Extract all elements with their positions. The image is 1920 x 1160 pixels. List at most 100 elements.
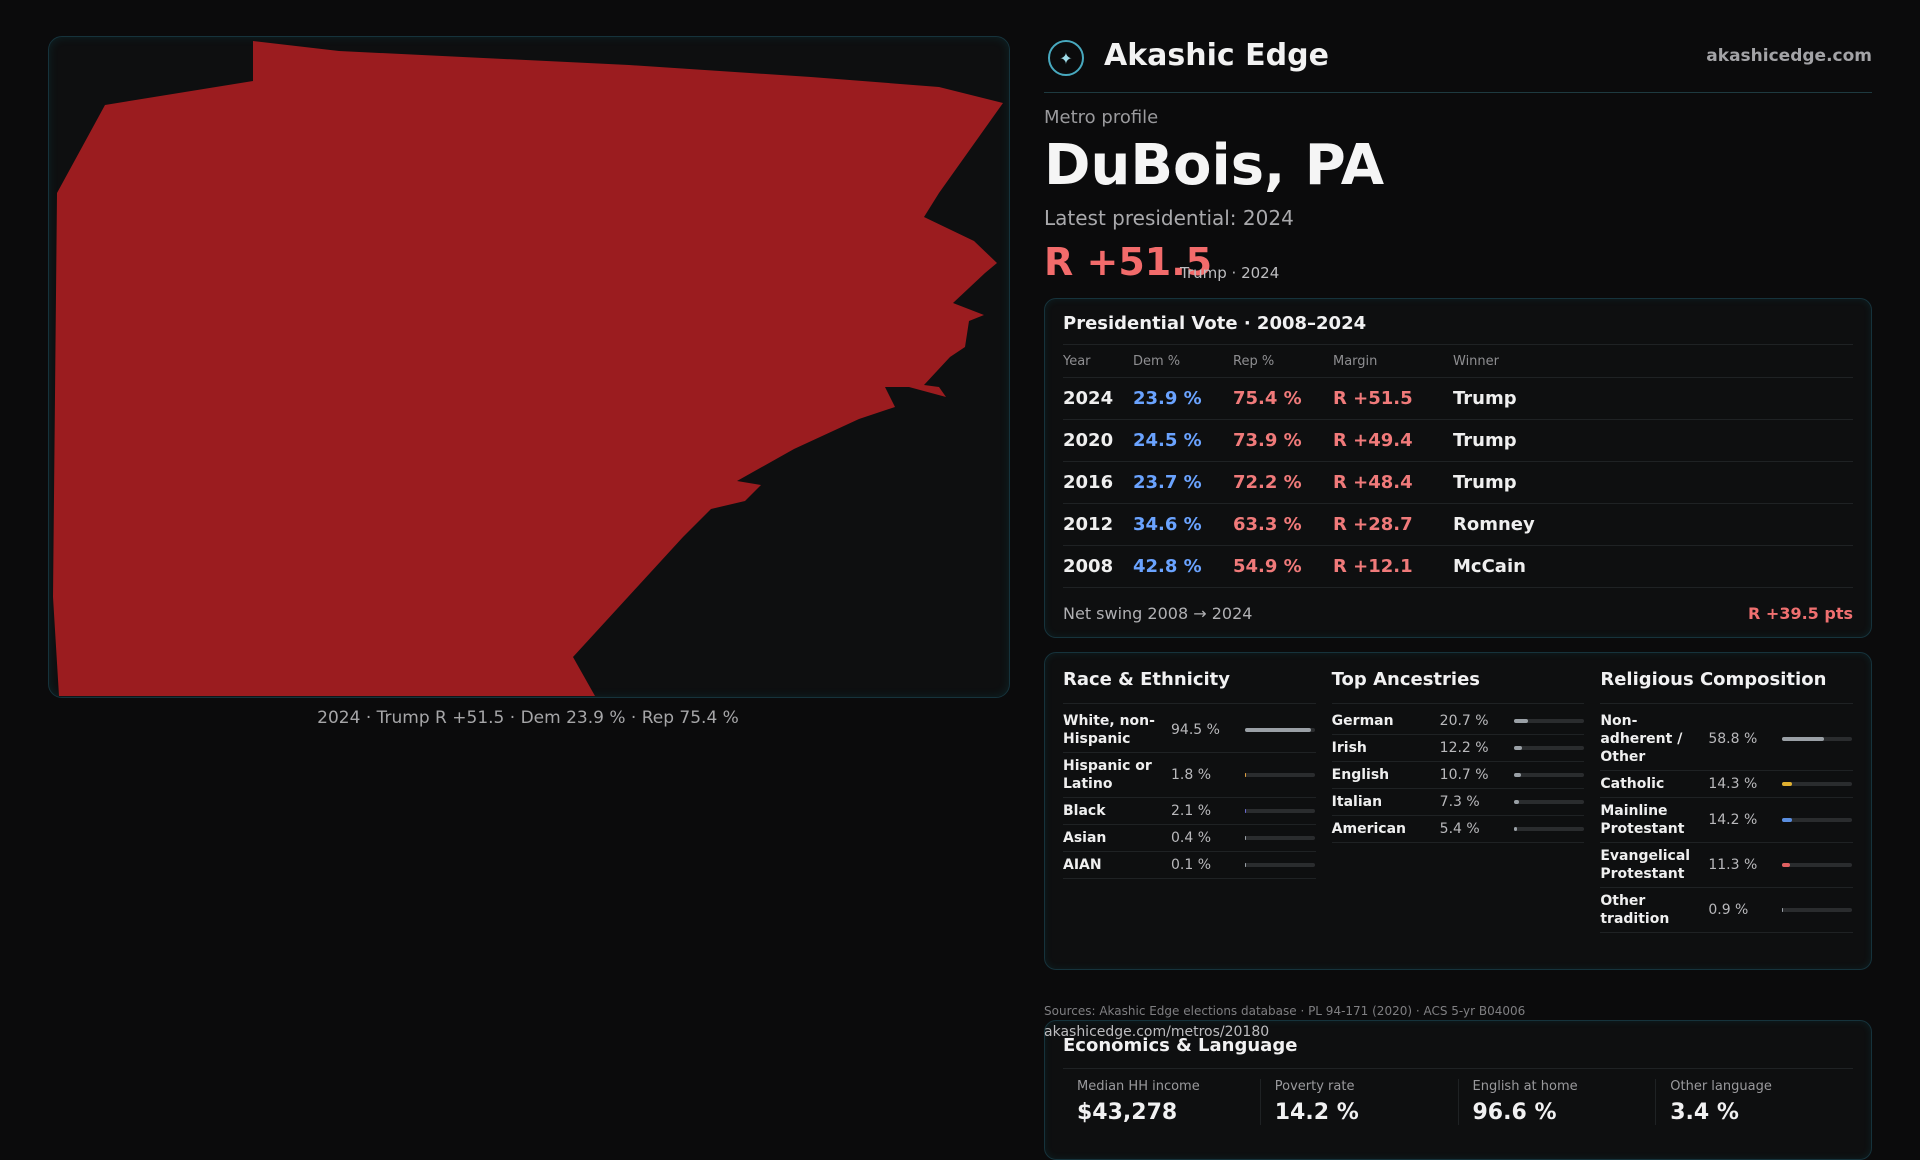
headline-margin-value: R +51.5 [1044, 240, 1213, 284]
item-value: 20.7 % [1439, 713, 1489, 729]
item-value: 0.9 % [1708, 902, 1749, 918]
col-year: Year [1063, 353, 1091, 369]
map-caption: 2024 · Trump R +51.5 · Dem 23.9 % · Rep … [317, 708, 739, 728]
stat-value: $43,278 [1077, 1100, 1178, 1125]
list-item: AIAN 0.1 % [1063, 852, 1316, 879]
latest-presidential-label: Latest presidential: 2024 [1044, 206, 1294, 230]
share-bar-fill [1782, 818, 1793, 822]
table-row: 2008 42.8 % 54.9 % R +12.1 McCain [1063, 546, 1853, 588]
brand-name[interactable]: Akashic Edge [1104, 38, 1329, 73]
list-item: Irish 12.2 % [1331, 735, 1585, 762]
item-value: 7.3 % [1439, 794, 1480, 810]
share-bar-fill [1782, 863, 1791, 867]
top-ancestries-section: Top Ancestries German 20.7 % Irish 12.2 % En… [1331, 667, 1585, 933]
share-bar-fill [1782, 908, 1784, 912]
share-bar [1782, 737, 1853, 741]
religious-composition-title: Religious Composition [1600, 667, 1854, 704]
cell-margin: R +12.1 [1333, 556, 1413, 577]
item-label: American [1331, 821, 1407, 837]
item-value: 12.2 % [1439, 740, 1489, 756]
share-bar-fill [1245, 809, 1247, 813]
cell-year: 2020 [1063, 430, 1114, 451]
cell-dem: 42.8 % [1133, 556, 1202, 577]
share-bar [1513, 827, 1584, 831]
col-rep: Rep % [1233, 353, 1275, 369]
table-row: 2024 23.9 % 75.4 % R +51.5 Trump [1063, 378, 1853, 420]
list-item: Non-adherent / Other 58.8 % [1600, 708, 1854, 771]
item-label: Irish [1331, 740, 1367, 756]
net-swing-label: Net swing 2008 → 2024 [1063, 604, 1253, 623]
share-bar-fill [1513, 827, 1518, 831]
compass-logo-icon[interactable]: ✦ [1048, 40, 1084, 76]
share-bar [1245, 728, 1315, 732]
list-item: American 5.4 % [1331, 816, 1585, 843]
item-value: 10.7 % [1439, 767, 1489, 783]
list-item: Hispanic or Latino 1.8 % [1063, 753, 1316, 798]
share-bar-fill [1245, 836, 1247, 840]
headline-margin: R +51.5 Trump · 2024 [1044, 240, 1872, 284]
list-item: Other tradition 0.9 % [1600, 888, 1854, 933]
share-bar-fill [1513, 773, 1522, 777]
share-bar [1245, 773, 1315, 777]
cell-margin: R +28.7 [1333, 514, 1413, 535]
race-ethnicity-title: Race & Ethnicity [1063, 667, 1316, 704]
share-bar-fill [1245, 773, 1247, 777]
share-bar-fill [1245, 728, 1312, 732]
share-bar-fill [1513, 719, 1529, 723]
cell-rep: 63.3 % [1233, 514, 1302, 535]
cell-year: 2008 [1063, 556, 1114, 577]
item-value: 5.4 % [1439, 821, 1480, 837]
item-label: Asian [1063, 830, 1107, 846]
list-item: Black 2.1 % [1063, 798, 1316, 825]
item-label: Non-adherent / Other [1600, 713, 1683, 765]
table-row: 2012 34.6 % 63.3 % R +28.7 Romney [1063, 504, 1853, 546]
permalink-link[interactable]: akashicedge.com/metros/20180 [1044, 1024, 1270, 1040]
brand-header: ✦ Akashic Edge akashicedge.com [1044, 36, 1872, 93]
county-shape[interactable] [53, 41, 1003, 696]
metro-map[interactable] [48, 36, 1010, 698]
cell-margin: R +51.5 [1333, 388, 1413, 409]
cell-winner: Trump [1453, 430, 1517, 451]
item-value: 1.8 % [1171, 767, 1212, 783]
cell-year: 2024 [1063, 388, 1114, 409]
stat-median-income: Median HH income $43,278 [1063, 1079, 1260, 1125]
stat-value: 3.4 % [1670, 1100, 1739, 1125]
economics-language-card: Economics & Language Median HH income $4… [1044, 1020, 1872, 1160]
cell-rep: 54.9 % [1233, 556, 1302, 577]
brand-url-link[interactable]: akashicedge.com [1706, 46, 1872, 66]
item-value: 0.1 % [1171, 857, 1212, 873]
share-bar-fill [1245, 863, 1247, 867]
net-swing-value: R +39.5 pts [1748, 604, 1853, 623]
list-item: Italian 7.3 % [1331, 789, 1585, 816]
list-item: Catholic 14.3 % [1600, 771, 1854, 798]
share-bar-fill [1782, 737, 1824, 741]
item-value: 11.3 % [1708, 857, 1758, 873]
sources-note: Sources: Akashic Edge elections database… [1044, 1004, 1526, 1018]
col-winner: Winner [1453, 353, 1500, 369]
item-label: White, non-Hispanic [1063, 713, 1155, 747]
share-bar [1245, 863, 1315, 867]
vote-card-title: Presidential Vote · 2008–2024 [1063, 313, 1367, 334]
cell-winner: Trump [1453, 472, 1517, 493]
top-ancestries-title: Top Ancestries [1331, 667, 1585, 704]
net-swing-row: Net swing 2008 → 2024 R +39.5 pts [1063, 604, 1853, 623]
share-bar-fill [1782, 782, 1793, 786]
item-value: 14.2 % [1708, 812, 1758, 828]
list-item: Evangelical Protestant 11.3 % [1600, 843, 1854, 888]
item-label: German [1331, 713, 1394, 729]
item-label: Mainline Protestant [1600, 803, 1685, 837]
page-title: DuBois, PA [1044, 133, 1385, 198]
stat-label: English at home [1472, 1079, 1578, 1094]
cell-dem: 34.6 % [1133, 514, 1202, 535]
item-value: 2.1 % [1171, 803, 1212, 819]
item-value: 58.8 % [1708, 731, 1758, 747]
share-bar [1782, 863, 1853, 867]
share-bar [1513, 719, 1584, 723]
list-item: English 10.7 % [1331, 762, 1585, 789]
table-row: 2016 23.7 % 72.2 % R +48.4 Trump [1063, 462, 1853, 504]
item-value: 14.3 % [1708, 776, 1758, 792]
race-ethnicity-section: Race & Ethnicity White, non-Hispanic 94.5… [1063, 667, 1316, 933]
share-bar [1782, 908, 1853, 912]
col-margin: Margin [1333, 353, 1378, 369]
list-item: White, non-Hispanic 94.5 % [1063, 708, 1316, 753]
